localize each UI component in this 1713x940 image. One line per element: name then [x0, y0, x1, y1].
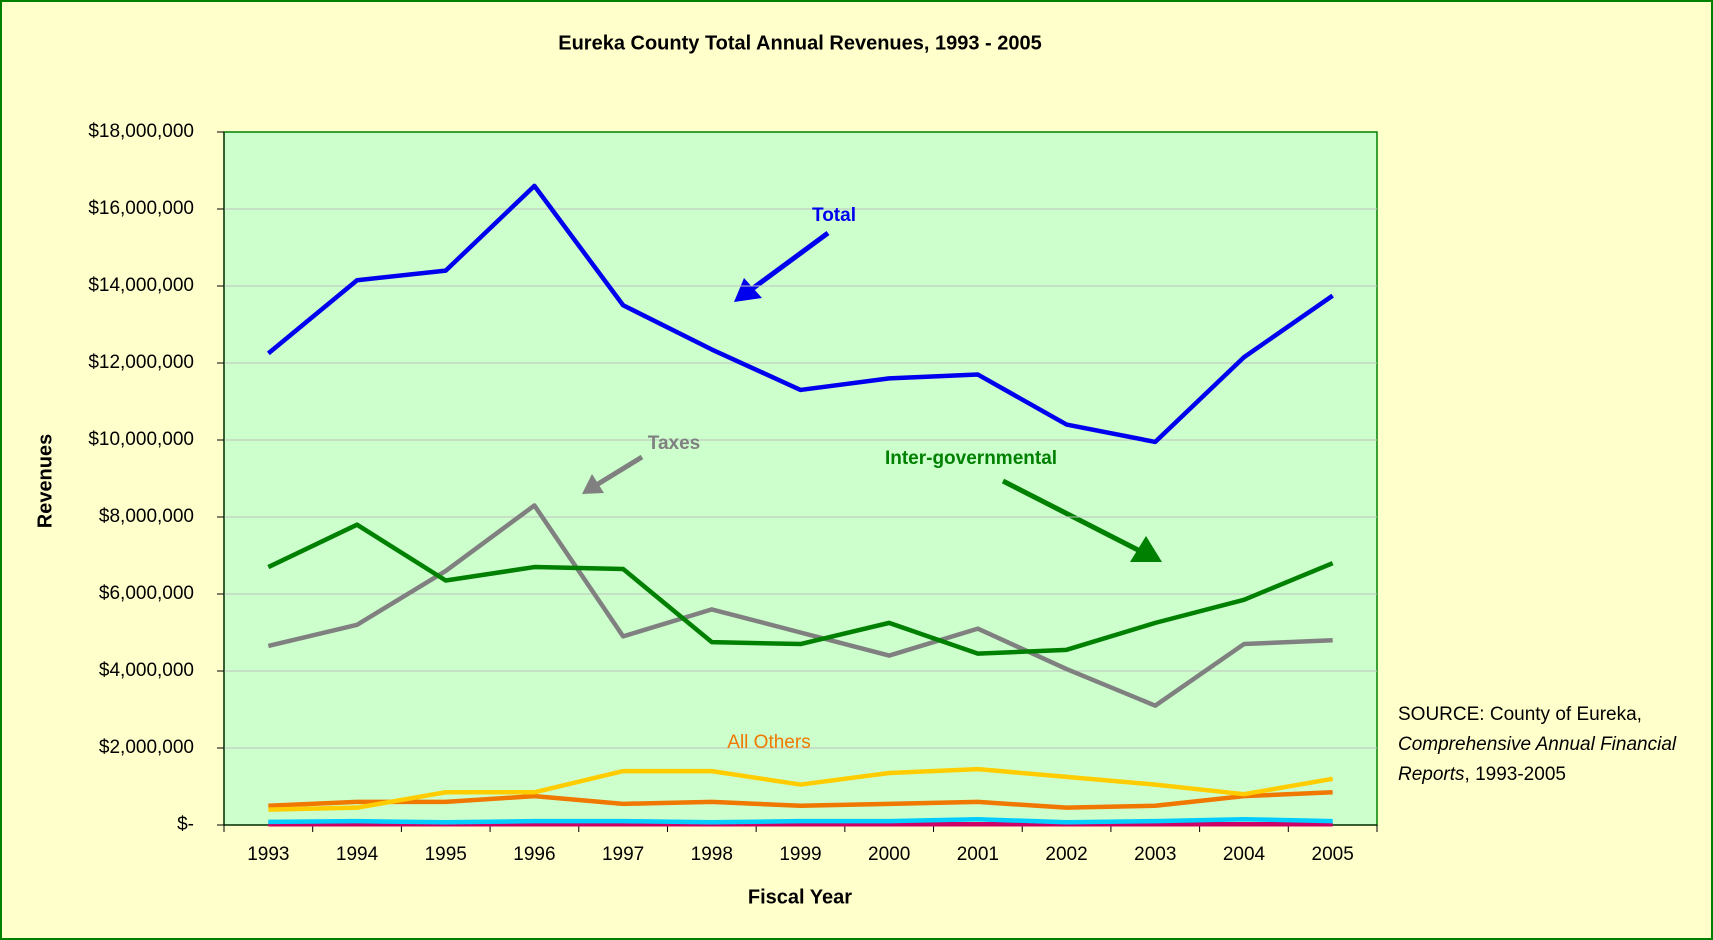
- arrow: [596, 454, 644, 487]
- y-tick-label: $8,000,000: [99, 506, 194, 527]
- series-label: Taxes: [648, 433, 700, 454]
- series-line: [268, 790, 1333, 810]
- series-label: Total: [812, 205, 856, 226]
- source-suffix: , 1993-2005: [1464, 764, 1566, 785]
- x-tick-label: 1994: [336, 844, 379, 865]
- x-tick-label: 2000: [868, 844, 910, 865]
- x-tick-label: 2005: [1312, 844, 1354, 865]
- x-axis-title: Fiscal Year: [748, 886, 852, 908]
- y-tick-label: $-: [177, 814, 194, 835]
- x-tick-label: 1997: [602, 844, 644, 865]
- source-italic: Comprehensive Annual Financial Reports: [1398, 734, 1677, 785]
- x-tick-label: 2004: [1223, 844, 1266, 865]
- y-tick-label: $18,000,000: [88, 121, 194, 142]
- x-tick-label: 1995: [425, 844, 467, 865]
- arrow-head: [734, 278, 762, 302]
- source-note: SOURCE: County of Eureka, Comprehensive …: [1398, 700, 1688, 790]
- x-tick-label: 1996: [513, 844, 555, 865]
- x-tick-label: 1999: [779, 844, 821, 865]
- y-tick-label: $10,000,000: [88, 429, 194, 450]
- plot-area: [223, 131, 1378, 826]
- series-line: [266, 183, 1334, 445]
- y-tick-label: $16,000,000: [88, 198, 194, 219]
- y-tick-label: $12,000,000: [88, 352, 194, 373]
- series-label: All Others: [727, 732, 810, 753]
- annotation-arrows: [582, 230, 1162, 562]
- y-tick-label: $14,000,000: [88, 275, 194, 296]
- arrow: [1001, 478, 1142, 554]
- series-line: [267, 522, 1334, 656]
- y-axis-title: Revenues: [34, 434, 56, 529]
- x-tick-label: 1993: [247, 844, 289, 865]
- y-tick-label: $4,000,000: [99, 660, 194, 681]
- y-tick-label: $6,000,000: [99, 583, 194, 604]
- arrow-head: [582, 474, 604, 494]
- x-tick-label: 1998: [691, 844, 733, 865]
- x-tick-label: 2001: [957, 844, 999, 865]
- series-line: [268, 816, 1333, 825]
- x-tick-label: 2003: [1134, 844, 1176, 865]
- series-label: Inter-governmental: [885, 448, 1057, 469]
- source-prefix: SOURCE: County of Eureka,: [1398, 704, 1642, 725]
- arrow: [750, 230, 830, 292]
- y-tick-label: $2,000,000: [99, 737, 194, 758]
- series-line: [268, 766, 1334, 812]
- chart-title: Eureka County Total Annual Revenues, 199…: [558, 32, 1042, 54]
- arrow-head: [1130, 536, 1162, 562]
- series-line: [267, 503, 1333, 708]
- x-tick-label: 2002: [1045, 844, 1087, 865]
